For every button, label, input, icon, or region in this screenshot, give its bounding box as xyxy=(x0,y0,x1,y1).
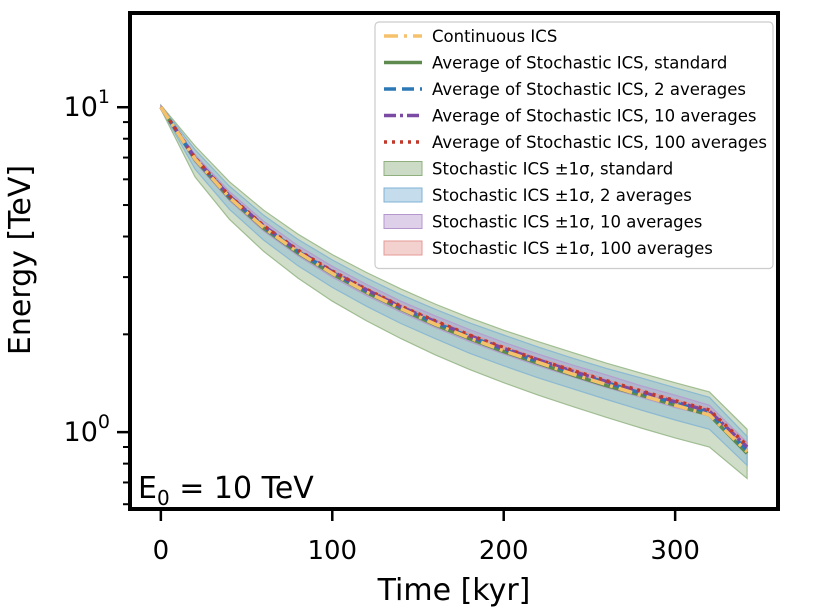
band-1 xyxy=(160,104,748,467)
y-tick-label: 101 xyxy=(64,86,110,123)
legend-label: Stochastic ICS ±1σ, standard xyxy=(432,160,673,179)
x-tick-label: 200 xyxy=(479,536,529,566)
legend: Continuous ICS Average of Stochastic ICS,… xyxy=(374,21,774,270)
x-axis-label: Time [kyr] xyxy=(377,573,531,608)
annotation-base: E xyxy=(138,471,157,506)
legend-label: Continuous ICS xyxy=(432,27,557,46)
legend-box xyxy=(374,21,774,270)
legend-swatch-band-3 xyxy=(383,240,423,256)
series-line-4 xyxy=(159,106,749,447)
annotation-subscript: 0 xyxy=(157,486,170,510)
legend-label: Stochastic ICS ±1σ, 2 averages xyxy=(432,186,692,205)
legend-label: Average of Stochastic ICS, 100 averages xyxy=(432,133,767,152)
y-axis-label: Energy [TeV] xyxy=(3,165,38,355)
x-tick-label: 100 xyxy=(307,536,357,566)
y-tick-base: 10 xyxy=(64,92,98,123)
plot-frame xyxy=(128,11,780,511)
legend-label: Stochastic ICS ±1σ, 100 averages xyxy=(432,239,713,258)
legend-swatch-band-1 xyxy=(383,187,423,203)
legend-label: Stochastic ICS ±1σ, 10 averages xyxy=(432,213,702,232)
legend-label: Average of Stochastic ICS, 2 averages xyxy=(432,80,746,99)
y-tick-exponent: 1 xyxy=(98,86,110,108)
legend-swatch-band-2 xyxy=(383,214,423,229)
series-line-0 xyxy=(159,106,749,454)
annotation-rest: = 10 TeV xyxy=(170,471,315,506)
legend-swatch-band-0 xyxy=(383,161,423,176)
legend-label: Average of Stochastic ICS, 10 averages xyxy=(432,107,757,126)
y-tick-label: 100 xyxy=(64,411,110,448)
x-tick-label: 300 xyxy=(650,536,700,566)
legend-label: Average of Stochastic ICS, standard xyxy=(432,54,727,73)
series-lines xyxy=(159,106,749,455)
energy-annotation: E0 = 10 TeV xyxy=(138,471,314,510)
y-tick-exponent: 0 xyxy=(98,411,110,433)
y-tick-base: 10 xyxy=(64,417,98,448)
x-tick-label: 0 xyxy=(153,536,170,566)
